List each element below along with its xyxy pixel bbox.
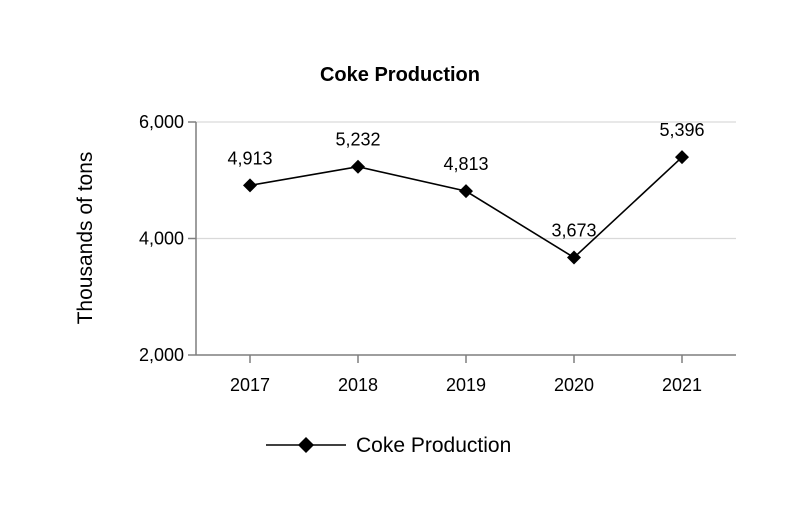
legend: Coke Production <box>266 434 511 457</box>
x-tick-label: 2017 <box>230 375 270 395</box>
y-tick-label: 2,000 <box>139 345 184 365</box>
data-label: 3,673 <box>551 221 596 241</box>
gridlines <box>196 121 736 240</box>
x-axis-ticks: 2017 2018 2019 2020 2021 <box>230 355 702 395</box>
chart-title: Coke Production <box>320 64 480 86</box>
x-tick-label: 2018 <box>338 375 378 395</box>
data-label: 5,232 <box>335 130 380 150</box>
data-label: 4,813 <box>443 154 488 174</box>
data-label: 4,913 <box>227 148 272 168</box>
data-point-marker <box>243 178 257 193</box>
series-coke-production: 4,913 5,232 4,813 3,673 5,396 <box>227 120 705 265</box>
y-tick-label: 4,000 <box>139 229 184 249</box>
x-tick-label: 2020 <box>554 375 594 395</box>
data-point-marker <box>459 184 473 199</box>
x-tick-label: 2019 <box>446 375 486 395</box>
legend-diamond-marker <box>298 437 314 453</box>
data-label: 5,396 <box>659 120 704 140</box>
data-point-marker <box>351 159 365 174</box>
legend-entry-coke-production: Coke Production <box>356 434 511 457</box>
y-axis-label: Thousands of tons <box>74 152 97 325</box>
x-tick-label: 2021 <box>662 375 702 395</box>
data-point-marker <box>675 150 689 165</box>
y-tick-label: 6,000 <box>139 112 184 132</box>
data-point-marker <box>567 250 581 265</box>
y-axis-ticks: 2,000 4,000 6,000 <box>139 112 196 365</box>
